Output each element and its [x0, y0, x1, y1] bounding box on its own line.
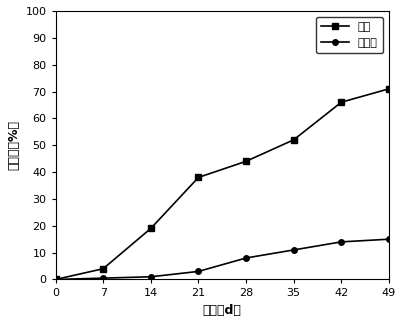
- 加菌: [53, 278, 58, 282]
- X-axis label: 时间（d）: 时间（d）: [203, 304, 242, 317]
- 不加菌: [53, 278, 58, 282]
- 不加菌: [386, 237, 391, 241]
- Y-axis label: 降解率（%）: 降解率（%）: [7, 120, 20, 170]
- 加菌: [244, 159, 249, 163]
- 加菌: [196, 176, 201, 179]
- 加菌: [291, 138, 296, 142]
- 加菌: [101, 267, 106, 271]
- 不加菌: [244, 256, 249, 260]
- 加菌: [148, 226, 153, 230]
- 加菌: [339, 100, 344, 104]
- Line: 加菌: 加菌: [53, 86, 392, 282]
- 不加菌: [101, 276, 106, 280]
- 不加菌: [339, 240, 344, 244]
- Legend: 加菌, 不加菌: 加菌, 不加菌: [316, 17, 383, 53]
- 不加菌: [148, 275, 153, 279]
- 加菌: [386, 87, 391, 91]
- 不加菌: [291, 248, 296, 252]
- Line: 不加菌: 不加菌: [53, 237, 392, 282]
- 不加菌: [196, 270, 201, 273]
